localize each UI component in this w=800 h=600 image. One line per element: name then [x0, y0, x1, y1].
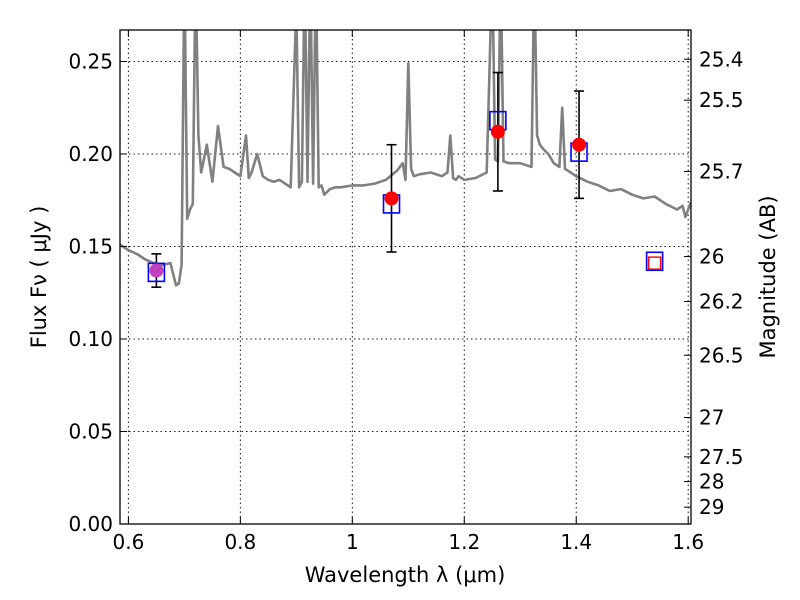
x-tick-label: 1.2	[448, 530, 480, 554]
mag-tick-label: 26.5	[699, 343, 744, 367]
plot-area	[120, 30, 691, 287]
x-tick-label: 1.6	[672, 530, 704, 554]
observed-point	[149, 263, 164, 278]
plot-frame	[119, 29, 692, 525]
axes: 0.6 0.8 1 1.2 1.4 1.6 0.00 0.05 0.10 0.15 0.20 0.25…	[68, 30, 744, 554]
observed-point	[384, 191, 399, 206]
model-spectrum-line	[120, 30, 691, 287]
upper-limit-marker	[647, 256, 662, 270]
mag-tick-label: 27	[699, 406, 724, 430]
y-tick-label: 0.05	[68, 419, 113, 443]
right-axis-label: Magnitude (AB)	[756, 195, 780, 358]
x-tick-label: 1	[346, 530, 359, 554]
y-tick-label: 0.15	[68, 234, 113, 258]
x-tick-label: 1.4	[560, 530, 592, 554]
y-tick-label: 0.25	[68, 49, 113, 73]
observed-point	[490, 124, 505, 139]
mag-tick-label: 29	[699, 495, 724, 519]
mag-tick-label: 28	[699, 470, 724, 494]
grid	[120, 30, 691, 525]
y-tick-label: 0.10	[68, 327, 113, 351]
mag-tick-label: 26	[699, 245, 724, 269]
y-axis-label: Flux Fν ( μJy )	[27, 206, 51, 349]
x-axis-label: Wavelength λ (μm)	[305, 563, 506, 587]
model-band-marker	[645, 251, 664, 272]
mag-tick-label: 26.2	[699, 290, 744, 314]
y-tick-label: 0.00	[68, 512, 113, 536]
mag-tick-label: 25.5	[699, 88, 744, 112]
mag-tick-label: 27.5	[699, 445, 744, 469]
x-tick-label: 0.8	[224, 530, 256, 554]
mag-tick-label: 25.4	[699, 47, 744, 71]
markers	[147, 71, 664, 288]
mag-tick-label: 25.7	[699, 159, 744, 183]
x-tick-label: 0.6	[112, 530, 144, 554]
observed-point	[572, 137, 587, 152]
model-band-marker	[147, 262, 166, 283]
y-tick-label: 0.20	[68, 142, 113, 166]
